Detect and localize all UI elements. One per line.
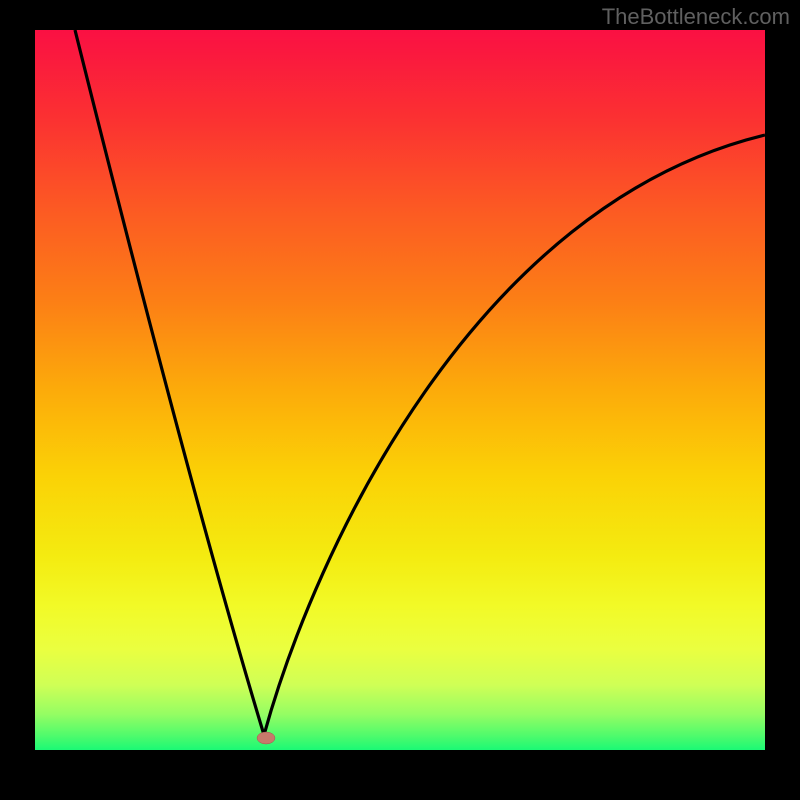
plot-background [35, 30, 765, 750]
chart-container: TheBottleneck.com [0, 0, 800, 800]
bottleneck-chart [0, 0, 800, 800]
watermark-text: TheBottleneck.com [602, 4, 790, 30]
optimum-marker [257, 732, 275, 744]
